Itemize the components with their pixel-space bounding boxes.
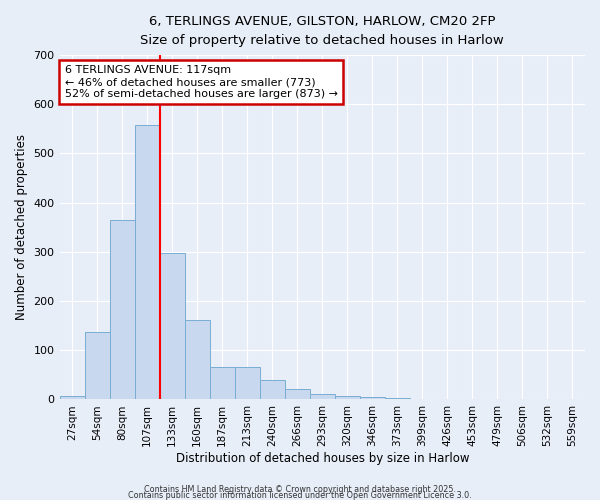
- Bar: [360, 397, 385, 400]
- Text: Contains HM Land Registry data © Crown copyright and database right 2025.: Contains HM Land Registry data © Crown c…: [144, 485, 456, 494]
- Bar: [134, 126, 160, 400]
- Bar: [310, 394, 335, 400]
- Bar: [160, 254, 185, 400]
- Bar: [85, 332, 110, 400]
- Title: 6, TERLINGS AVENUE, GILSTON, HARLOW, CM20 2FP
Size of property relative to detac: 6, TERLINGS AVENUE, GILSTON, HARLOW, CM2…: [140, 15, 504, 47]
- Bar: [285, 388, 310, 400]
- Y-axis label: Number of detached properties: Number of detached properties: [15, 134, 28, 320]
- Text: Contains public sector information licensed under the Open Government Licence 3.: Contains public sector information licen…: [128, 491, 472, 500]
- Bar: [185, 320, 209, 400]
- Bar: [209, 368, 235, 400]
- Bar: [260, 380, 285, 400]
- Bar: [385, 398, 410, 400]
- Text: 6 TERLINGS AVENUE: 117sqm
← 46% of detached houses are smaller (773)
52% of semi: 6 TERLINGS AVENUE: 117sqm ← 46% of detac…: [65, 66, 338, 98]
- Bar: [110, 220, 134, 400]
- Bar: [235, 368, 260, 400]
- X-axis label: Distribution of detached houses by size in Harlow: Distribution of detached houses by size …: [176, 452, 469, 465]
- Bar: [335, 396, 360, 400]
- Bar: [59, 396, 85, 400]
